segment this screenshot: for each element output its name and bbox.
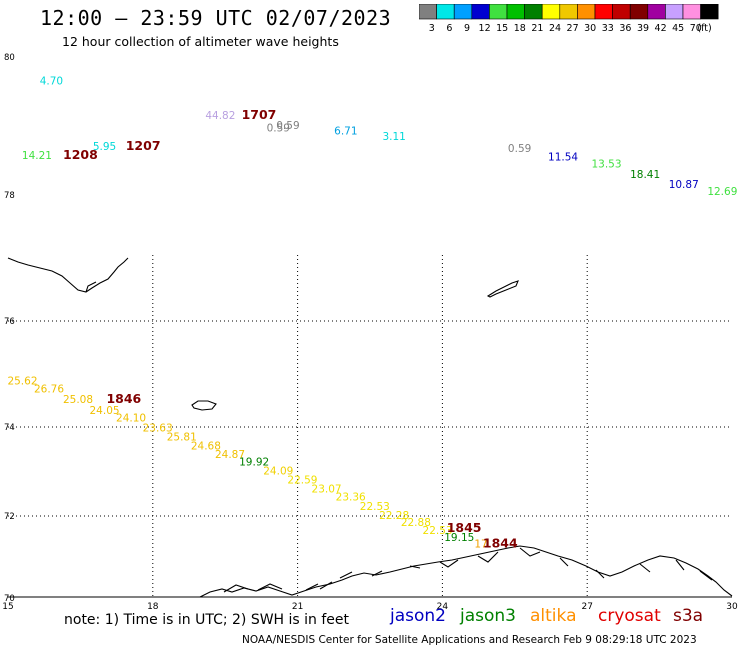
legend-label: 27 — [567, 23, 579, 34]
wave-height-value: 22.28 — [379, 510, 409, 522]
legend-unit-label: (ft) — [697, 23, 711, 34]
coastlines — [7, 257, 733, 598]
legend-label: 18 — [514, 23, 526, 34]
legend-label: 30 — [584, 23, 596, 34]
wave-height-value: 25.81 — [167, 431, 197, 443]
page-subtitle: 12 hour collection of altimeter wave hei… — [62, 34, 339, 49]
wave-height-value: 22.59 — [287, 475, 317, 487]
island-details — [223, 581, 333, 593]
wave-height-value: 0.59 — [267, 123, 290, 135]
wave-height-value: 4.70 — [40, 76, 63, 88]
hopen-island — [486, 280, 519, 298]
x-tick-label: 27 — [581, 602, 592, 612]
wave-height-value: 26.76 — [34, 384, 64, 396]
wave-height-value: 19.92 — [239, 457, 269, 469]
pass-time-label: 1845 — [447, 520, 482, 535]
pass-time-label: 1208 — [63, 147, 98, 162]
wave-height-value: 22.88 — [401, 517, 431, 529]
wave-height-value: 11.54 — [548, 152, 578, 164]
y-tick-label: 70 — [4, 594, 15, 604]
satellite-label-cryosat: cryosat — [598, 606, 661, 626]
wave-height-value: 6.71 — [334, 125, 357, 137]
legend-label: 42 — [655, 23, 667, 34]
x-tick-label: 30 — [726, 602, 738, 612]
pass-time-label: 1707 — [242, 107, 277, 122]
satellite-label-jason3: jason3 — [460, 606, 516, 626]
pass-time-label: 1844 — [483, 536, 518, 551]
x-tick-label: 21 — [292, 602, 303, 612]
x-tick-label: 15 — [2, 602, 13, 612]
wave-height-value: 24.68 — [191, 440, 221, 452]
wave-height-value: 3.11 — [382, 131, 405, 143]
footer-note: note: 1) Time is in UTC; 2) SWH is in fe… — [64, 612, 350, 628]
wave-height-value: 14.21 — [22, 150, 52, 162]
wave-height-value: 25.08 — [63, 394, 93, 406]
wave-height-value: 23.36 — [336, 491, 366, 503]
wave-height-value: 24.05 — [90, 405, 120, 417]
pass-time-label: 1207 — [126, 138, 161, 153]
wave-height-value: 22.53 — [423, 525, 453, 537]
tick-labels: 15 18 21 24 27 30 80 78 76 74 72 70 — [2, 53, 738, 612]
page-title: 12:00 — 23:59 UTC 02/07/2023 — [40, 6, 392, 30]
wave-height-value: 13.53 — [591, 158, 621, 170]
legend-label: 24 — [549, 23, 561, 34]
legend-label: 6 — [446, 23, 452, 34]
wave-height-value: 22.53 — [360, 501, 390, 513]
legend-label: 15 — [496, 23, 508, 34]
legend-swatch — [700, 4, 719, 20]
graticule — [8, 255, 732, 598]
legend-label: 12 — [479, 23, 491, 34]
norway-coast — [199, 545, 733, 598]
wave-height-value: 24.10 — [116, 413, 146, 425]
footer-credit: NOAA/NESDIS Center for Satellite Applica… — [242, 634, 697, 646]
legend-label: 9 — [464, 23, 470, 34]
y-tick-label: 80 — [4, 53, 15, 63]
satellite-label-jason2: jason2 — [390, 606, 446, 626]
y-tick-label: 78 — [4, 191, 15, 201]
legend-label: 70 — [690, 23, 702, 34]
wave-height-value: 12.69 — [707, 186, 737, 198]
wave-height-value: 5.95 — [93, 141, 116, 153]
satellite-label-altika: altika — [530, 606, 577, 626]
x-tick-label: 18 — [147, 602, 159, 612]
svalbard-coast — [7, 257, 129, 293]
wave-height-value: 24.09 — [263, 466, 293, 478]
x-tick-label: 24 — [437, 602, 449, 612]
wave-height-value: 0.59 — [508, 143, 531, 155]
legend-label: 39 — [637, 23, 649, 34]
wave-height-value: 17 — [474, 539, 487, 551]
wave-height-value: 0.59 — [276, 120, 299, 132]
color-legend: 3 6 9 12 15 18 21 24 27 30 33 36 39 42 45 70(ft) — [419, 4, 719, 34]
wave-height-value: 25.62 — [7, 376, 37, 388]
y-tick-label: 72 — [4, 512, 15, 522]
wave-height-value: 10.87 — [669, 179, 699, 191]
legend-label: 45 — [672, 23, 684, 34]
legend-label: 21 — [531, 23, 543, 34]
legend-label: 33 — [602, 23, 614, 34]
y-tick-label: 74 — [4, 423, 15, 433]
wave-height-value: 23.63 — [143, 422, 173, 434]
bear-island — [191, 400, 217, 411]
wave-height-value: 18.41 — [630, 169, 660, 181]
satellite-label-s3a: s3a — [673, 606, 704, 626]
legend-label: 3 — [429, 23, 435, 34]
wave-height-value: 23.07 — [312, 483, 342, 495]
wave-height-value: 24.87 — [215, 449, 245, 461]
fjord-details — [339, 547, 713, 581]
y-tick-label: 76 — [4, 317, 15, 327]
wave-height-value: 44.82 — [205, 110, 235, 122]
pass-time-label: 1846 — [106, 391, 141, 406]
legend-label: 36 — [619, 23, 631, 34]
wave-height-value: 19.15 — [444, 532, 474, 544]
